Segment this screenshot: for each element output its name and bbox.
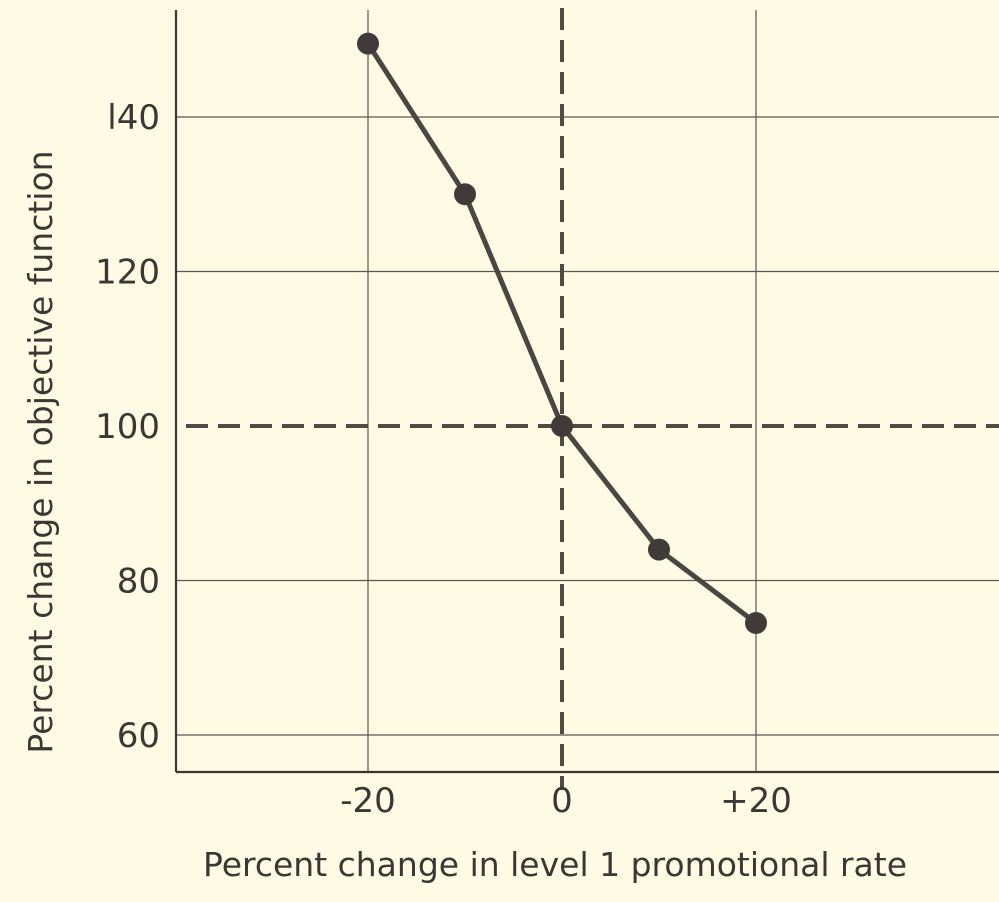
data-point — [745, 611, 767, 634]
y-tick-label: 120 — [95, 253, 160, 293]
y-tick-label: 60 — [117, 716, 160, 756]
grid — [176, 10, 999, 772]
axes — [174, 10, 999, 774]
x-tick-label: 0 — [551, 781, 573, 821]
x-tick-label: -20 — [340, 781, 396, 821]
tick-labels: -20 0 +20 60 80 100 120 l40 — [95, 98, 792, 821]
y-tick-label: 80 — [117, 562, 160, 602]
data-point — [551, 415, 573, 437]
data-point — [454, 183, 476, 206]
data-point — [357, 32, 379, 55]
markers — [357, 32, 767, 634]
y-axis-label: Percent change in objective function — [21, 150, 60, 753]
data-point — [648, 538, 670, 561]
y-tick-label: l40 — [107, 98, 160, 138]
x-tick-label: +20 — [720, 781, 792, 821]
reference-lines — [186, 8, 999, 790]
y-tick-label: 100 — [95, 407, 160, 447]
x-axis-label: Percent change in level 1 promotional ra… — [203, 845, 907, 884]
